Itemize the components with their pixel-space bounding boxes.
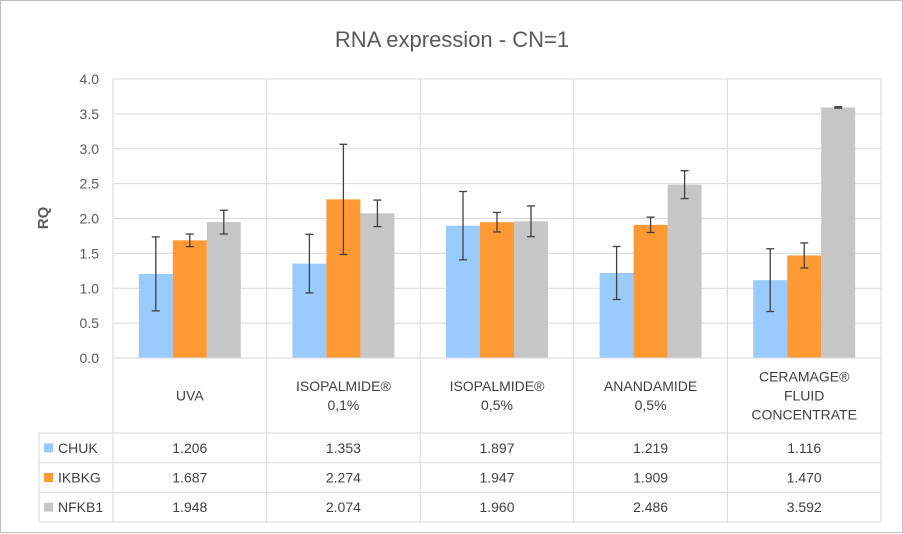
y-tick-label: 0.5 [80, 315, 100, 331]
table-value: 1.909 [633, 470, 668, 486]
category-label-line: UVA [176, 388, 204, 404]
category-label-line: ANANDAMIDE [604, 378, 697, 394]
series-name: IKBKG [58, 470, 101, 486]
chart-title: RNA expression - CN=1 [335, 27, 569, 52]
bar [667, 184, 702, 358]
y-tick-label: 2.0 [80, 211, 100, 227]
category-label: ANANDAMIDE 0,5% [604, 378, 697, 413]
table-value: 1.206 [172, 440, 207, 456]
table-value: 1.353 [326, 440, 361, 456]
table-value: 1.897 [479, 440, 514, 456]
table-value: 3.592 [787, 499, 822, 515]
category-label-line: 0,5% [635, 397, 667, 413]
series-name: NFKB1 [58, 499, 103, 515]
table-value: 1.960 [479, 499, 514, 515]
bar [480, 222, 514, 358]
y-tick-label: 3.5 [80, 106, 100, 122]
legend-key-nfkb1 [44, 502, 53, 512]
bar [360, 213, 395, 358]
category-label-line: FLUID [784, 388, 824, 404]
table-value: 2.074 [326, 499, 361, 515]
legend-key-chuk [44, 443, 53, 453]
category-label-line: ISOPALMIDE® [450, 378, 546, 394]
bar [172, 240, 207, 358]
table-value: 1.947 [479, 470, 514, 486]
bars [138, 107, 856, 358]
table-value: 1.948 [172, 499, 207, 515]
table-value: 1.219 [633, 440, 668, 456]
bar [206, 222, 241, 358]
error-bars [151, 106, 843, 313]
category-label-line: CONCENTRATE [751, 407, 857, 423]
y-axis-ticks: 0.0 0.5 1.0 1.5 2.0 2.5 3.0 3.5 4.0 [80, 71, 100, 366]
category-label: CERAMAGE® FLUID CONCENTRATE [751, 369, 857, 423]
y-axis-title: RQ [35, 206, 52, 229]
y-tick-label: 0.0 [80, 350, 100, 366]
bar [787, 255, 822, 358]
table-value: 2.274 [326, 470, 361, 486]
table-value: 1.687 [172, 470, 207, 486]
y-tick-label: 4.0 [80, 71, 100, 87]
bar [821, 107, 856, 358]
y-tick-label: 1.5 [80, 245, 100, 261]
category-label-line: ISOPALMIDE® [296, 378, 392, 394]
category-label-line: CERAMAGE® [759, 369, 850, 385]
legend-key-ikbkg [44, 473, 53, 483]
category-label: ISOPALMIDE® 0,1% [296, 378, 392, 413]
category-label: ISOPALMIDE® 0,5% [450, 378, 546, 413]
table-value: 2.486 [633, 499, 668, 515]
table-value: 1.116 [787, 440, 821, 456]
table-value: 1.470 [787, 470, 822, 486]
category-label-line: 0,1% [327, 397, 359, 413]
y-tick-label: 2.5 [80, 176, 100, 192]
y-tick-label: 3.0 [80, 141, 100, 157]
category-label-line: 0,5% [481, 397, 513, 413]
bar [514, 221, 548, 358]
series-name: CHUK [58, 440, 98, 456]
y-tick-label: 1.0 [80, 280, 100, 296]
category-label: UVA [176, 388, 204, 404]
bar [633, 224, 668, 358]
